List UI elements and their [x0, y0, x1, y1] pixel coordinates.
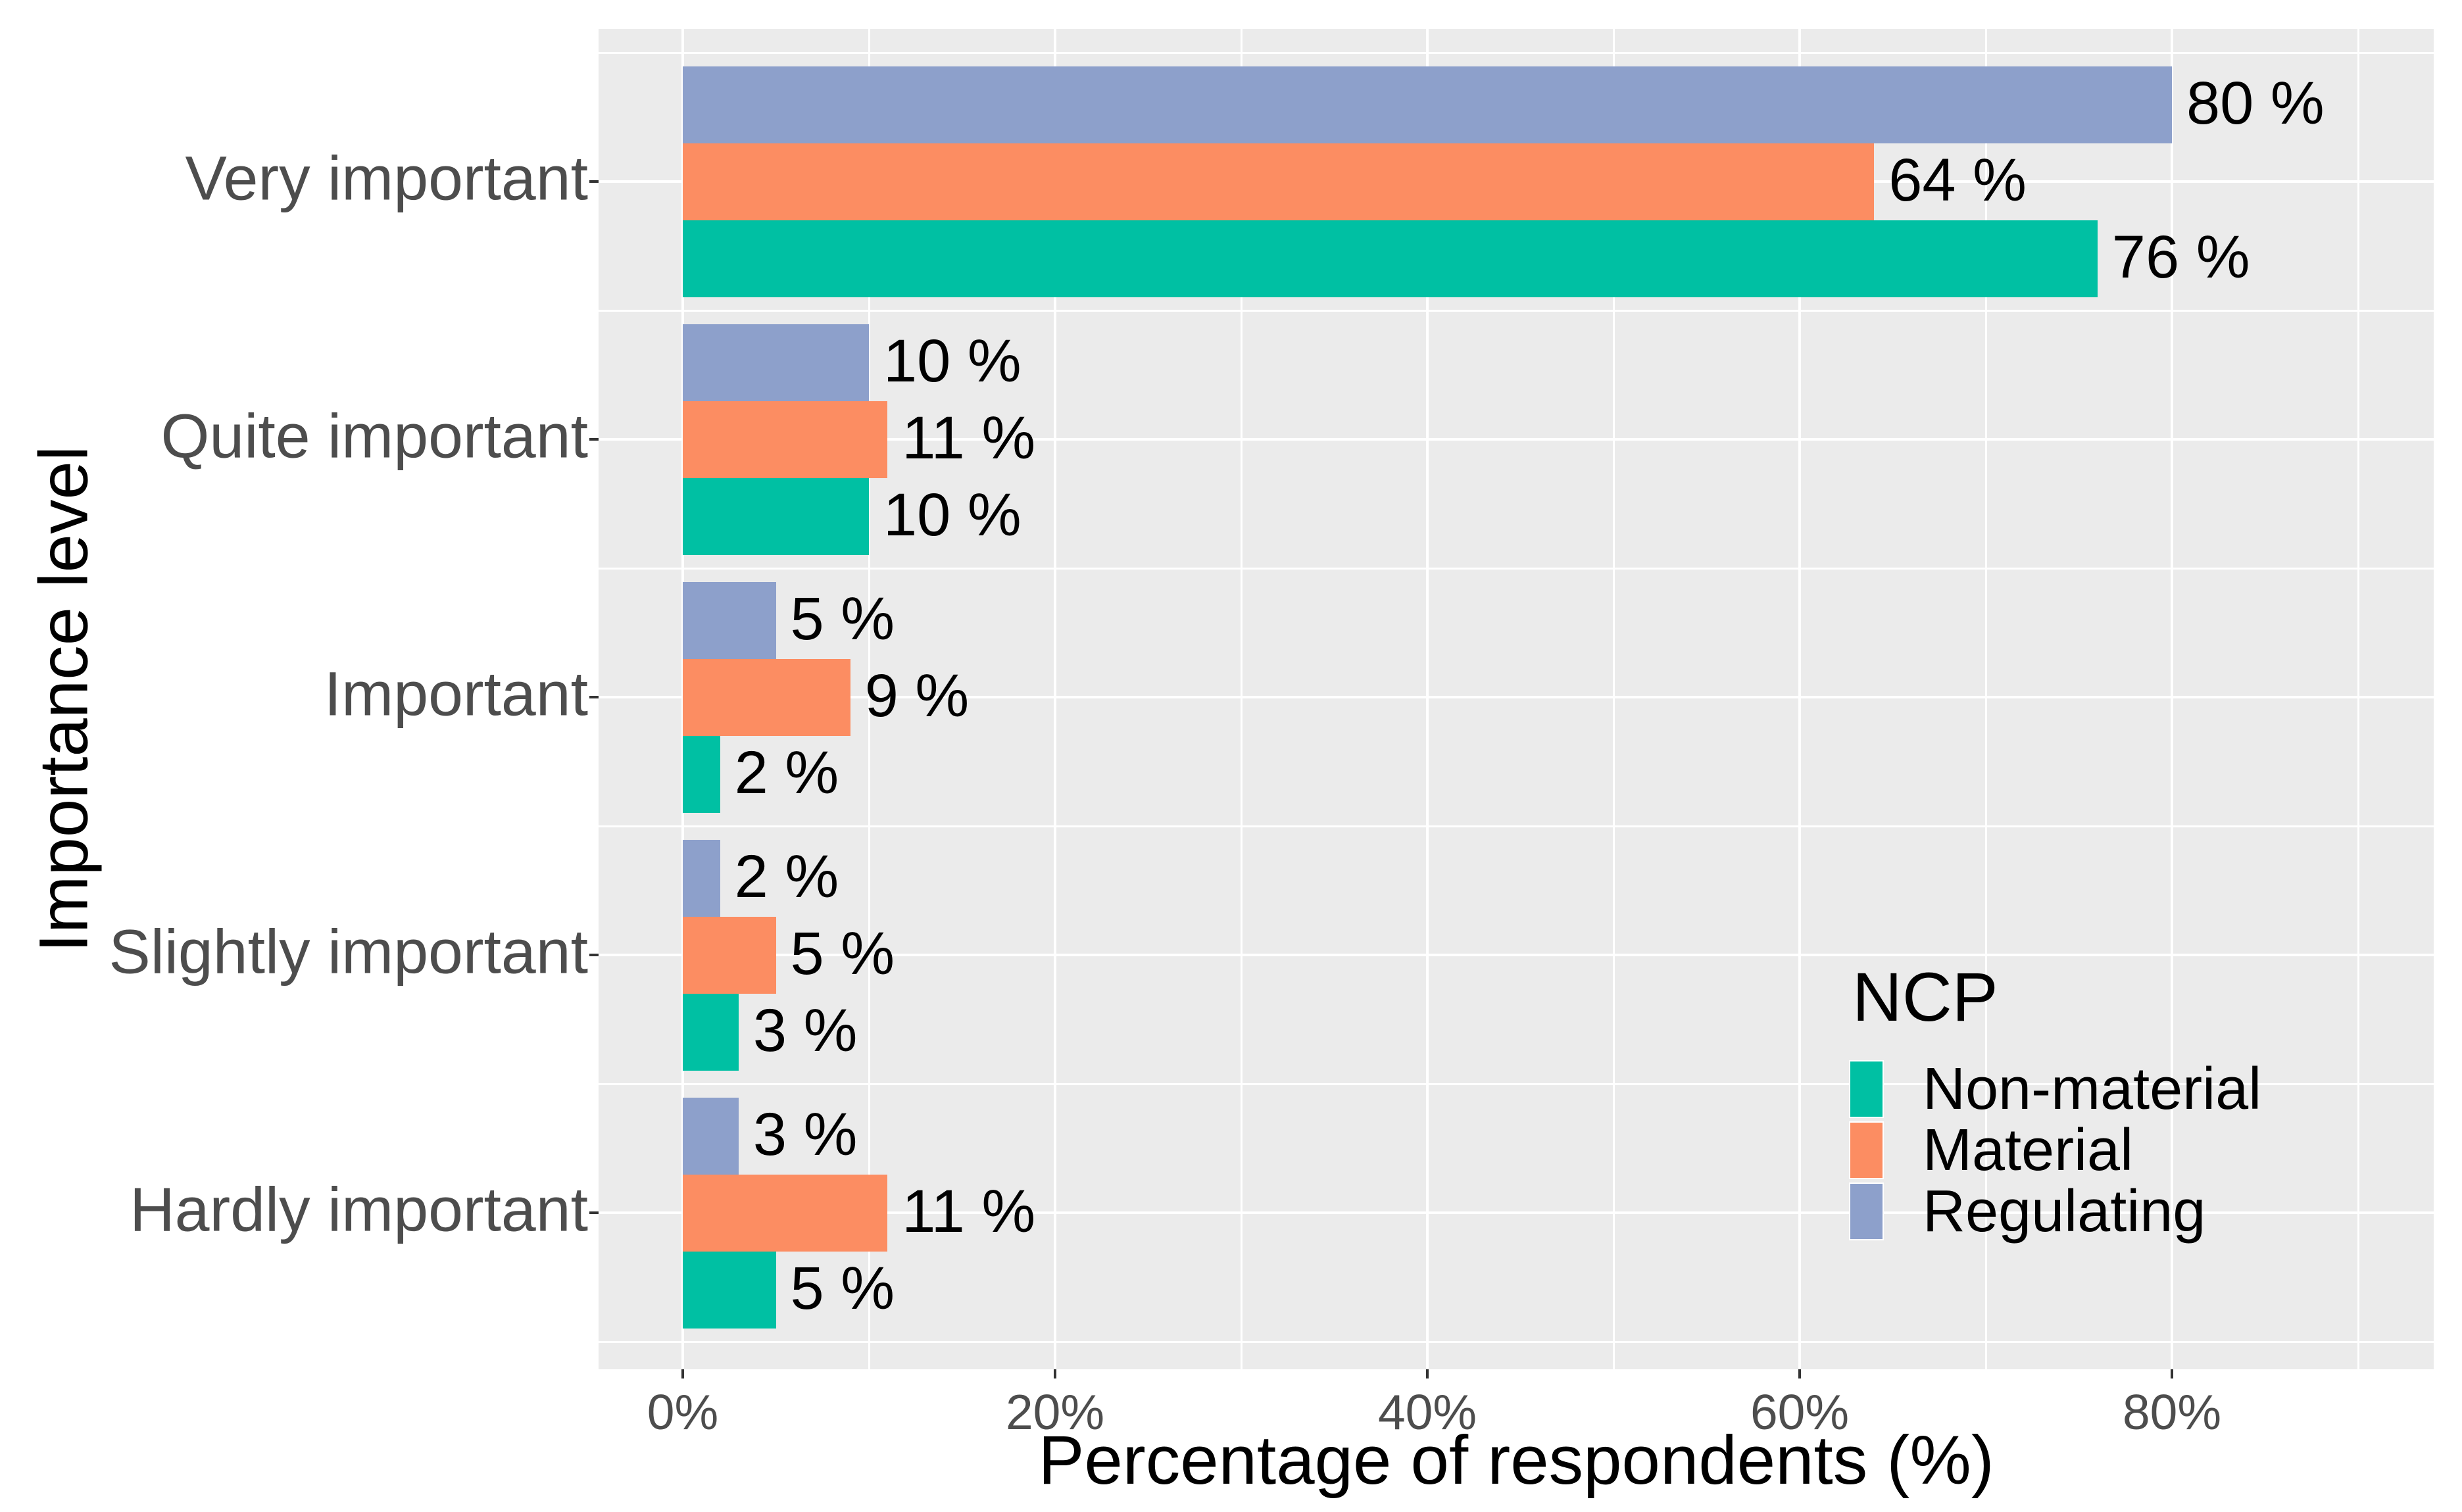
bar-material-hardly-important — [683, 1174, 888, 1252]
x-axis-tick-label-80-: 80% — [2122, 1384, 2222, 1440]
bar-regulating-slightly-important — [683, 839, 720, 917]
legend-label-regulating: Regulating — [1923, 1179, 2206, 1244]
y-axis-tick — [589, 954, 599, 956]
y-axis-label-hardly-important: Hardly important — [130, 1175, 588, 1245]
gridline-x-major — [2171, 29, 2173, 1369]
gridline-y-major — [599, 696, 2434, 698]
bar-value-label-material-important: 9 % — [864, 662, 970, 730]
bar-non-material-important — [683, 735, 720, 813]
gridline-x-minor — [1612, 29, 1615, 1369]
y-axis-label-slightly-important: Slightly important — [109, 917, 588, 987]
x-axis-tick — [681, 1369, 684, 1378]
bar-value-label-non-material-hardly-important: 5 % — [790, 1255, 895, 1323]
gridline-y-minor — [599, 309, 2434, 312]
bar-regulating-hardly-important — [683, 1097, 739, 1175]
legend-key-regulating — [1849, 1183, 1884, 1240]
y-axis-label-very-important: Very important — [185, 143, 589, 214]
bar-value-label-material-hardly-important: 11 % — [902, 1178, 1036, 1246]
bar-value-label-non-material-important: 2 % — [734, 739, 839, 807]
bar-regulating-important — [683, 581, 776, 659]
gridline-x-minor — [1984, 29, 1987, 1369]
gridline-y-minor — [599, 567, 2434, 570]
gridline-y-minor — [599, 51, 2434, 54]
bar-material-important — [683, 658, 850, 736]
bar-material-very-important — [683, 143, 1875, 220]
bar-value-label-regulating-very-important: 80 % — [2186, 70, 2325, 137]
bar-value-label-regulating-quite-important: 10 % — [883, 328, 1022, 395]
x-axis-tick — [1054, 1369, 1056, 1378]
y-axis-tick — [589, 438, 599, 441]
gridline-y-major — [599, 954, 2434, 956]
bar-value-label-material-quite-important: 11 % — [902, 404, 1036, 472]
gridline-y-minor — [599, 1340, 2434, 1343]
x-axis-tick-label-0-: 0% — [647, 1384, 719, 1440]
legend-title: NCP — [1852, 959, 1998, 1036]
bar-value-label-material-very-important: 64 % — [1888, 147, 2027, 214]
y-axis-label-important: Important — [324, 659, 588, 729]
legend-key-material — [1849, 1121, 1884, 1179]
gridline-x-major — [1054, 29, 1056, 1369]
bar-value-label-non-material-very-important: 76 % — [2111, 224, 2250, 291]
y-axis-tick — [589, 696, 599, 698]
bar-non-material-quite-important — [683, 477, 869, 555]
bar-value-label-non-material-quite-important: 10 % — [883, 481, 1022, 549]
gridline-y-minor — [599, 825, 2434, 827]
bar-value-label-non-material-slightly-important: 3 % — [752, 997, 858, 1065]
x-axis-tick-label-40-: 40% — [1377, 1384, 1477, 1440]
x-axis-title: Percentage of respondents (%) — [1038, 1422, 1994, 1499]
x-axis-tick — [1798, 1369, 1801, 1378]
gridline-x-major — [1426, 29, 1429, 1369]
gridline-x-minor — [868, 29, 870, 1369]
bar-non-material-slightly-important — [683, 993, 739, 1071]
x-axis-tick-label-60-: 60% — [1750, 1384, 1850, 1440]
legend-key-non-material — [1849, 1060, 1884, 1118]
x-axis-tick-label-20-: 20% — [1005, 1384, 1105, 1440]
gridline-y-major — [599, 438, 2434, 441]
x-axis-tick — [2171, 1369, 2173, 1378]
y-axis-tick — [589, 180, 599, 183]
gridline-x-minor — [1240, 29, 1243, 1369]
gridline-y-minor — [599, 1083, 2434, 1085]
x-axis-tick — [1426, 1369, 1429, 1378]
bar-non-material-hardly-important — [683, 1251, 776, 1329]
bar-material-slightly-important — [683, 916, 776, 994]
bar-material-quite-important — [683, 401, 888, 478]
bar-regulating-quite-important — [683, 324, 869, 401]
gridline-x-minor — [2357, 29, 2359, 1369]
y-axis-label-quite-important: Quite important — [160, 401, 588, 472]
bar-value-label-regulating-slightly-important: 2 % — [734, 843, 839, 911]
bar-value-label-regulating-important: 5 % — [790, 585, 895, 653]
bar-non-material-very-important — [683, 220, 2098, 297]
plot-panel: 80 % 64 % 76 % 10 % 11 % 10 % 5 % 9 % 2 % 2 % 5 % 3… — [599, 29, 2434, 1369]
bar-value-label-regulating-hardly-important: 3 % — [752, 1101, 858, 1169]
y-axis-tick — [589, 1211, 599, 1214]
gridline-y-major — [599, 1211, 2434, 1214]
bar-regulating-very-important — [683, 66, 2172, 143]
bar-value-label-material-slightly-important: 5 % — [790, 920, 895, 988]
legend-label-non-material: Non-material — [1923, 1056, 2262, 1122]
y-axis-title: Importance level — [25, 445, 103, 953]
gridline-x-major — [1798, 29, 1801, 1369]
legend-label-material: Material — [1923, 1117, 2134, 1183]
